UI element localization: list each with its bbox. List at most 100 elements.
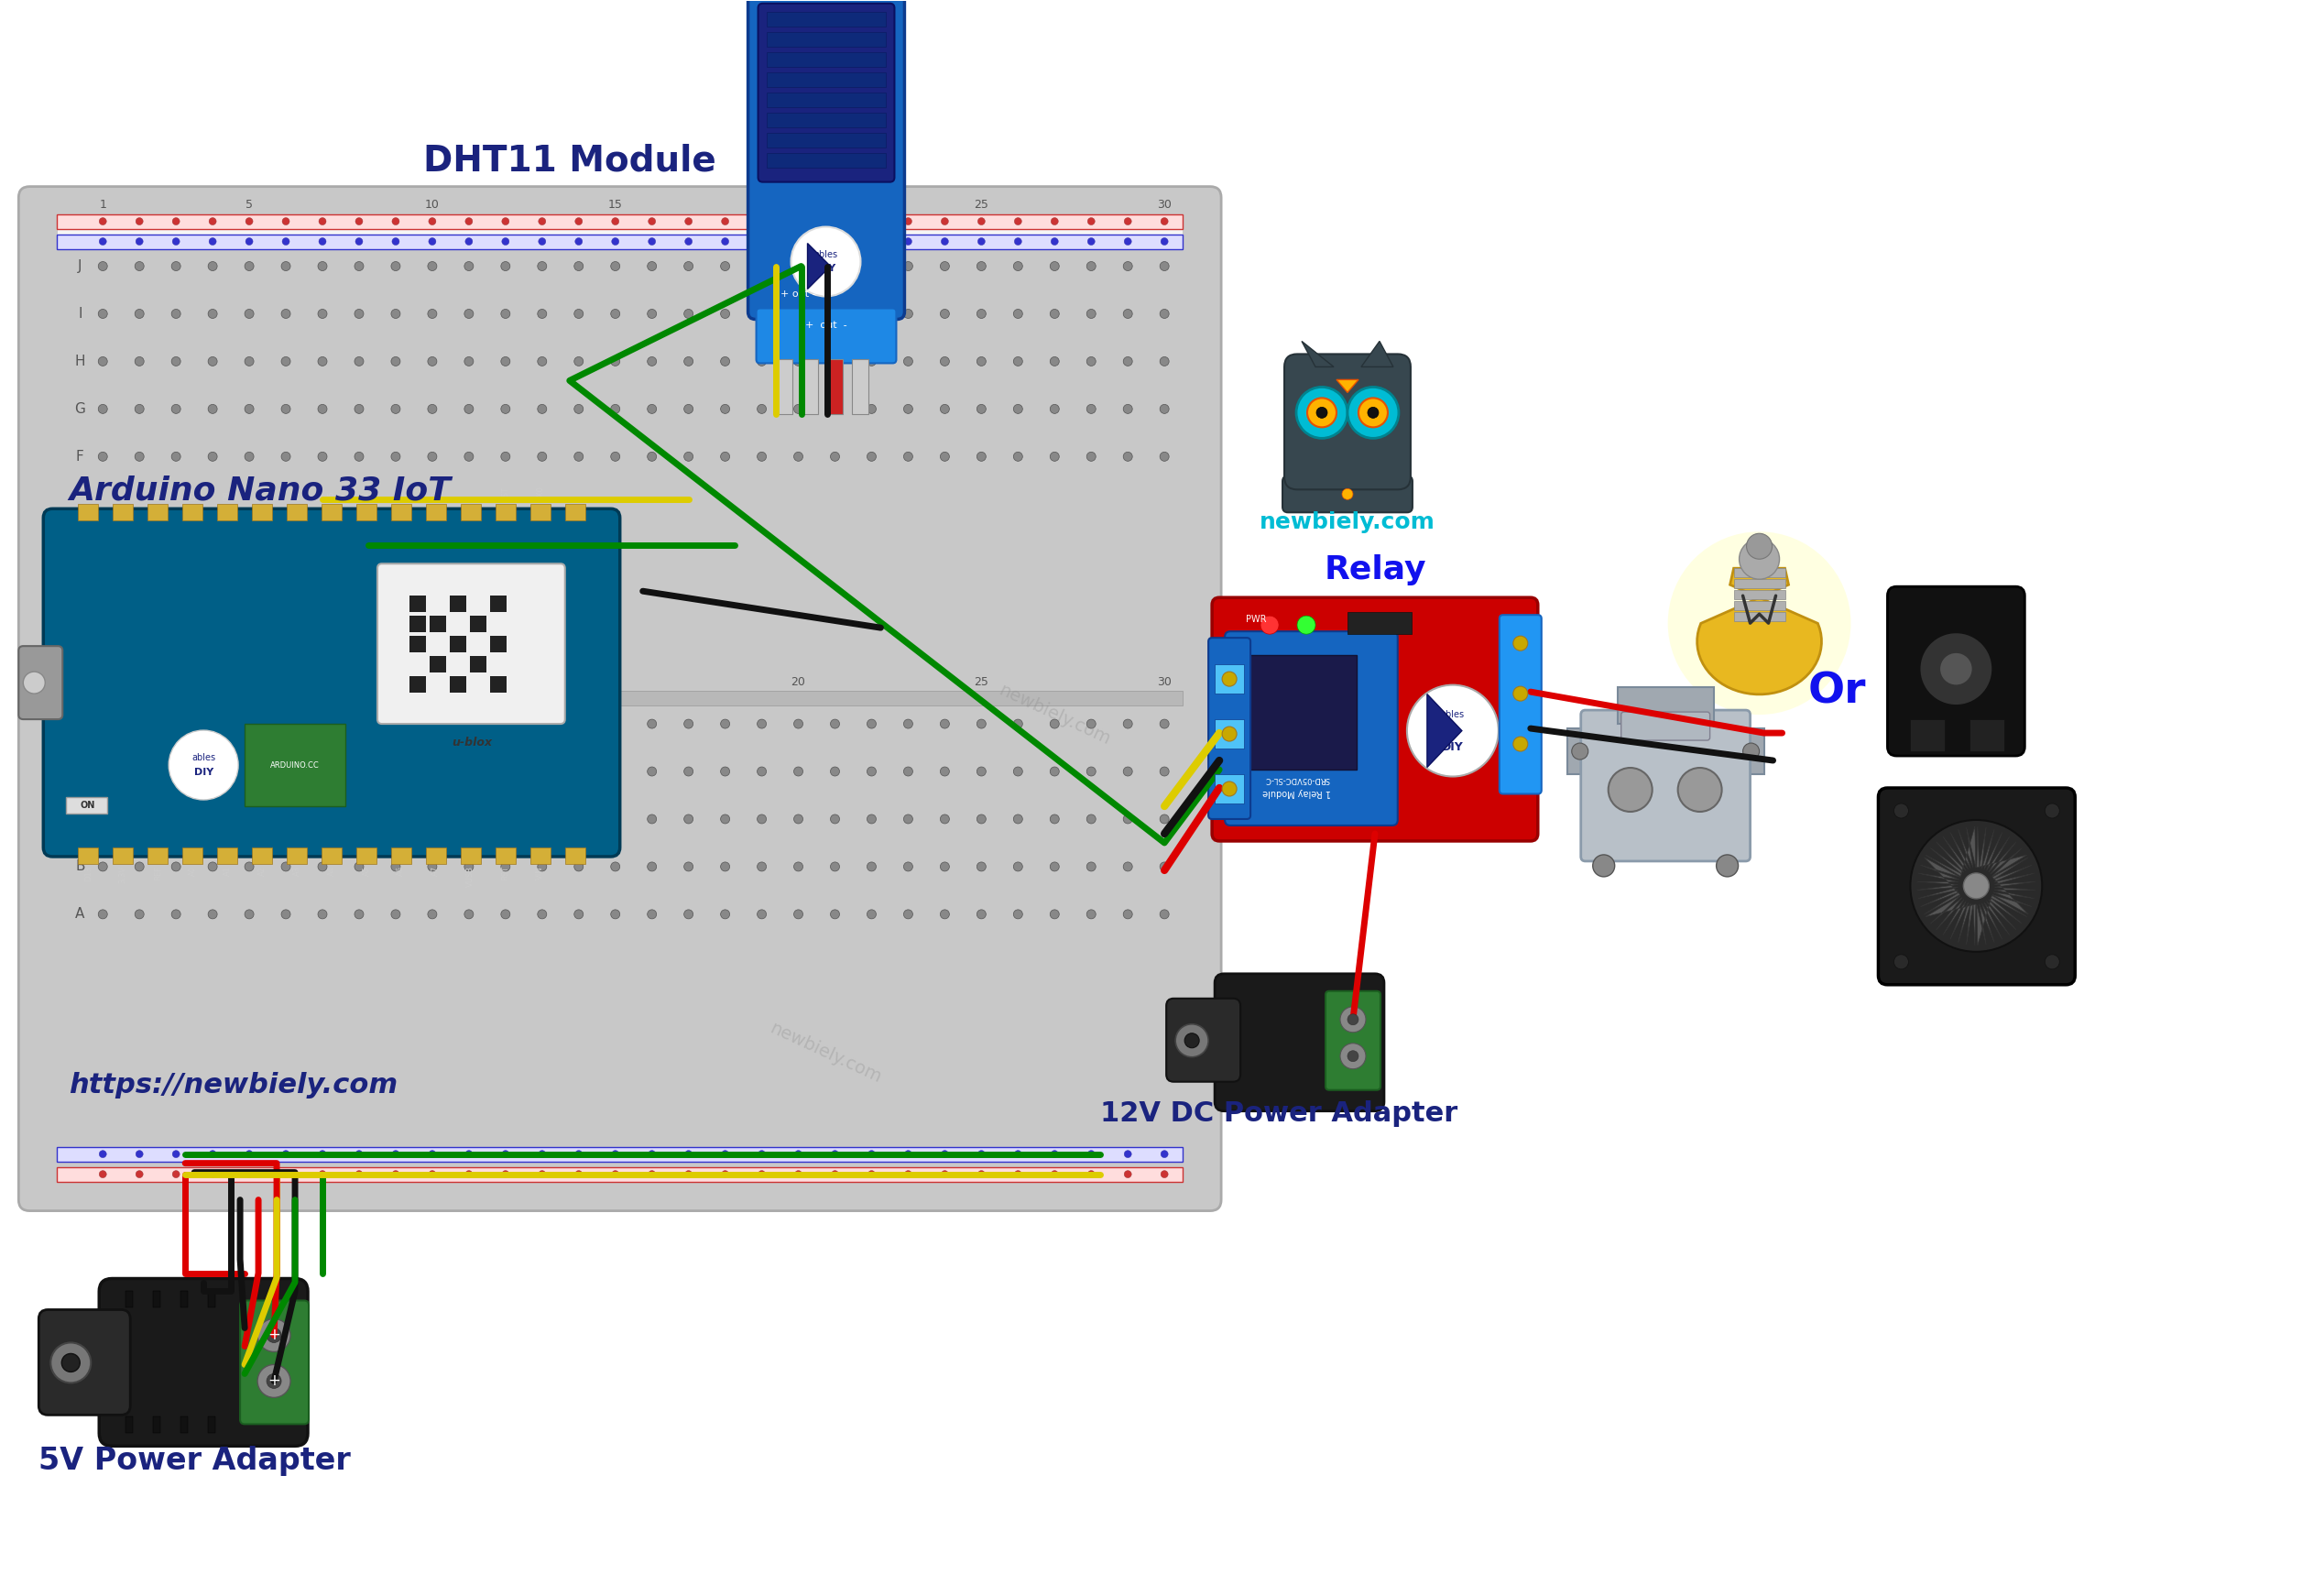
Bar [409,677,425,693]
Circle shape [465,357,474,366]
Circle shape [390,767,400,777]
Circle shape [209,1151,216,1157]
Circle shape [1013,720,1023,729]
Circle shape [941,720,951,729]
Circle shape [758,357,767,366]
Circle shape [209,217,216,225]
FancyBboxPatch shape [1285,353,1411,490]
Text: J: J [79,260,81,273]
Circle shape [209,404,216,414]
Circle shape [135,238,144,246]
Circle shape [904,357,913,366]
Circle shape [574,1171,583,1178]
Circle shape [51,1342,91,1382]
Circle shape [246,217,253,225]
Bar [321,504,342,520]
Circle shape [867,238,876,246]
Bar [449,677,467,693]
Circle shape [941,357,951,366]
Circle shape [428,862,437,872]
Circle shape [611,815,621,824]
Circle shape [244,910,253,919]
Circle shape [465,452,474,461]
Bar [495,848,516,864]
Circle shape [1088,1151,1095,1157]
Text: F: F [77,450,84,463]
Circle shape [172,357,181,366]
Circle shape [135,910,144,919]
Circle shape [611,262,621,271]
Circle shape [978,217,985,225]
Circle shape [720,720,730,729]
Bar [1734,590,1785,599]
Circle shape [537,862,546,872]
Circle shape [1122,404,1132,414]
Circle shape [172,1151,179,1157]
Circle shape [1160,404,1169,414]
Bar [802,360,818,414]
Circle shape [318,217,325,225]
Bar [216,848,237,864]
Circle shape [23,672,44,694]
Circle shape [1748,534,1773,560]
Circle shape [867,1171,876,1178]
Circle shape [1185,1033,1199,1048]
Text: u-blox: u-blox [451,735,493,748]
Circle shape [904,309,913,319]
Circle shape [172,815,181,824]
Circle shape [537,357,546,366]
Polygon shape [1924,826,1975,877]
Circle shape [720,217,730,225]
Circle shape [574,862,583,872]
Circle shape [258,1319,290,1352]
Circle shape [1013,1171,1023,1178]
Circle shape [318,862,328,872]
Circle shape [244,815,253,824]
Circle shape [98,262,107,271]
Circle shape [428,720,437,729]
Circle shape [758,217,765,225]
Circle shape [574,767,583,777]
Circle shape [976,815,985,824]
Circle shape [428,404,437,414]
Bar [565,848,586,864]
Text: D4: D4 [363,491,370,501]
Circle shape [648,404,655,414]
Circle shape [758,238,765,246]
Circle shape [465,815,474,824]
Circle shape [758,1171,765,1178]
Circle shape [1013,262,1023,271]
Circle shape [390,910,400,919]
Circle shape [172,404,181,414]
Circle shape [1160,815,1169,824]
Bar [767,152,885,168]
Circle shape [172,217,179,225]
Circle shape [1717,854,1738,877]
Text: DHT11 Module: DHT11 Module [423,144,716,179]
Circle shape [98,404,107,414]
Circle shape [648,238,655,246]
Bar [827,360,844,414]
Circle shape [393,1171,400,1178]
Circle shape [648,309,655,319]
Circle shape [686,1151,693,1157]
Polygon shape [806,243,830,288]
Circle shape [1050,262,1060,271]
Circle shape [574,262,583,271]
Bar [79,848,98,864]
Circle shape [281,1171,290,1178]
Circle shape [720,404,730,414]
Circle shape [1406,685,1499,777]
Text: newbiely.com: newbiely.com [1260,512,1436,534]
Circle shape [904,767,913,777]
Circle shape [648,720,655,729]
Circle shape [904,720,913,729]
Bar [149,848,167,864]
Circle shape [390,815,400,824]
Circle shape [976,862,985,872]
Circle shape [502,357,509,366]
Circle shape [941,404,951,414]
Circle shape [830,910,839,919]
Bar [409,636,425,653]
Circle shape [244,862,253,872]
